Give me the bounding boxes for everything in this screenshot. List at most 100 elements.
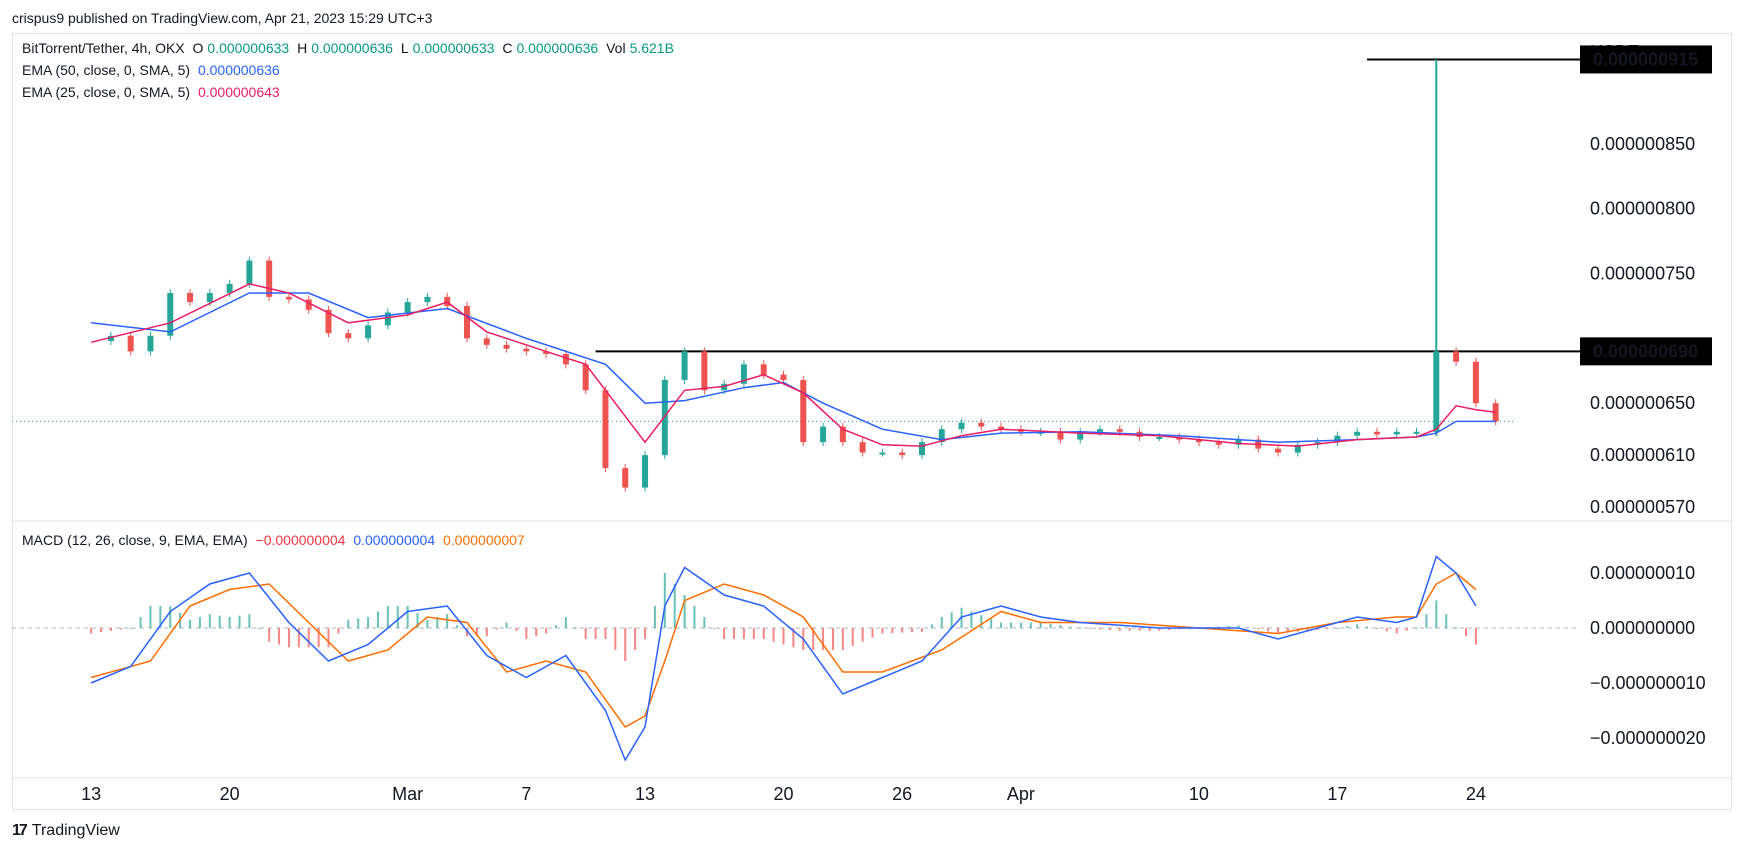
macd-histogram-bar [584,628,587,639]
time-tick-label: 13 [81,784,101,804]
macd-histogram-bar [841,628,844,650]
candle-body [1275,448,1282,453]
macd-histogram-bar [535,628,538,637]
candle-body [820,426,827,443]
candle-body [899,452,906,456]
macd-histogram-bar [713,628,716,629]
macd-histogram-bar [218,615,221,628]
macd-histogram-bar [406,606,409,628]
macd-histogram-bar [1326,628,1329,629]
macd-histogram-bar [1168,628,1171,631]
macd-histogram-bar [772,628,775,642]
macd-histogram-bar [604,628,607,639]
macd-histogram-bar [495,628,498,630]
macd-histogram-bar [1227,625,1230,628]
macd-histogram-bar [515,628,518,631]
macd-histogram-bar [1306,628,1309,631]
macd-histogram-bar [1435,600,1438,628]
candle-body [879,452,886,455]
symbol-title[interactable]: BitTorrent/Tether, 4h, OKX [22,40,185,56]
macd-histogram-bar [624,628,627,661]
macd-histogram-bar [90,628,93,634]
candle-body [503,344,510,349]
macd-histogram-bar [159,606,162,628]
candle-body [345,333,352,339]
candle-body [1156,436,1163,439]
macd-histogram-bar [940,617,943,628]
macd-histogram-bar [871,628,874,638]
macd-histogram-bar [1385,628,1388,632]
macd-histogram-bar [1474,628,1477,645]
candle-body [1097,429,1104,432]
macd-histogram-bar [287,628,290,648]
candle-body [1373,431,1380,435]
ema25-label: EMA (25, close, 0, SMA, 5) [22,84,191,100]
candle-body [1472,361,1479,404]
candle-body [226,283,233,293]
macd-histogram-bar [307,628,310,648]
candle-body [740,364,747,384]
candle-body [760,364,767,375]
macd-histogram-bar [930,624,933,628]
candle-body [1393,431,1400,435]
ema50-legend[interactable]: EMA (50, close, 0, SMA, 5) 0.000000636 [22,62,284,78]
publisher-header: crispus9 published on TradingView.com, A… [12,10,433,26]
candle-body [681,351,688,380]
macd-histogram-bar [1405,628,1408,631]
time-tick-label: 7 [521,784,531,804]
macd-histogram-bar [396,606,399,628]
time-tick-label: 24 [1466,784,1486,804]
price-legend: BitTorrent/Tether, 4h, OKX O 0.000000633 … [22,40,678,56]
macd-histogram-bar [327,628,330,648]
macd-histogram-bar [357,618,360,628]
macd-histogram-bar [545,628,548,634]
macd-tick-label: 0.000000010 [1590,563,1695,583]
macd-line-value: 0.000000004 [353,532,436,548]
candle-body [1215,442,1222,445]
candle-body [1057,431,1064,440]
macd-histogram-bar [634,628,637,650]
volume-label: Vol [606,40,626,56]
ema50-line [91,292,1496,443]
footer[interactable]: 17 TradingView [12,822,120,840]
macd-histogram-bar [1366,626,1369,628]
macd-histogram-bar [990,618,993,628]
macd-histogram-bar [861,628,864,642]
macd-histogram-bar [100,628,103,633]
macd-histogram-bar [1257,628,1260,630]
price-label-box [1580,45,1712,74]
time-tick-label: 17 [1327,784,1347,804]
macd-histogram-bar [1009,622,1012,628]
ema25-legend[interactable]: EMA (25, close, 0, SMA, 5) 0.000000643 [22,84,284,100]
macd-histogram-bar [891,628,894,634]
macd-tick-label: −0.000000020 [1590,728,1706,748]
candle-body [325,309,332,334]
time-tick-label: 26 [892,784,912,804]
candle-body [978,422,985,427]
macd-legend[interactable]: MACD (12, 26, close, 9, EMA, EMA) −0.000… [22,532,529,548]
candle-body [780,374,787,380]
price-tick-label: 0.000000650 [1590,393,1695,413]
candle-body [1453,351,1460,362]
candle-body [404,302,411,313]
macd-histogram-bar [426,619,429,628]
macd-histogram-bar [129,628,132,629]
macd-histogram-bar [831,628,834,650]
macd-histogram-bar [208,614,211,628]
candle-body [701,351,708,391]
macd-histogram-bar [1247,627,1250,629]
macd-histogram-bar [1079,628,1082,629]
macd-histogram-bar [475,628,478,637]
macd-histogram-bar [723,628,726,639]
candle-body [1294,444,1301,453]
candle-body [285,296,292,300]
macd-histogram-bar [278,628,281,645]
macd-histogram-bar [1395,628,1398,634]
macd-histogram-bar [1108,628,1111,631]
low-value: 0.000000633 [412,40,495,56]
macd-histogram-bar [1316,628,1319,630]
open-label: O [192,40,204,56]
time-tick-label: 20 [773,784,793,804]
macd-histogram-bar [1059,625,1062,628]
